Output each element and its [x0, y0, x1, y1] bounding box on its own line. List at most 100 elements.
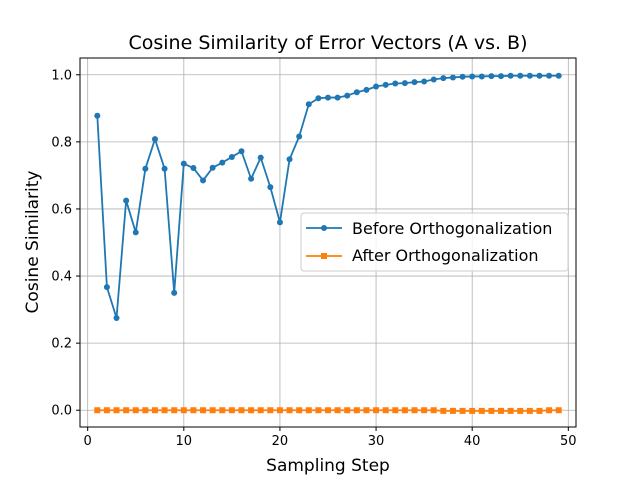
data-point — [315, 407, 322, 414]
data-point — [526, 407, 533, 414]
data-point — [430, 76, 437, 83]
data-point — [344, 407, 351, 414]
data-point — [94, 112, 101, 119]
data-point — [296, 133, 303, 140]
data-point — [488, 73, 495, 80]
data-point — [296, 407, 303, 414]
data-point — [526, 72, 533, 79]
data-point — [353, 89, 360, 96]
x-tick-label: 0 — [84, 434, 92, 449]
data-point — [161, 407, 168, 414]
data-point — [363, 86, 370, 93]
data-point — [555, 72, 562, 79]
data-point — [401, 407, 408, 414]
data-point — [286, 407, 293, 414]
data-point — [248, 175, 255, 182]
data-point — [248, 407, 255, 414]
x-tick-label: 10 — [176, 434, 193, 449]
series-0 — [94, 72, 562, 321]
data-point — [161, 165, 168, 172]
plot-frame — [79, 57, 577, 428]
data-point — [190, 165, 197, 172]
data-point — [103, 407, 110, 414]
data-point — [286, 156, 293, 163]
data-point — [334, 407, 341, 414]
data-point — [142, 407, 149, 414]
data-point — [430, 407, 437, 414]
data-point — [353, 407, 360, 414]
data-point — [257, 407, 264, 414]
series-layer — [94, 72, 562, 414]
data-point — [401, 80, 408, 87]
data-point — [498, 407, 505, 414]
data-point — [103, 284, 110, 291]
data-point — [171, 407, 178, 414]
y-tick-label: 1.0 — [51, 68, 72, 83]
data-point — [325, 94, 331, 101]
chart-title: Cosine Similarity of Error Vectors (A vs… — [128, 32, 527, 54]
y-tick-label: 0.6 — [51, 202, 72, 217]
data-point — [219, 159, 226, 166]
data-point — [478, 407, 485, 414]
data-point — [373, 407, 380, 414]
legend-label-before: Before Orthogonalization — [352, 219, 552, 238]
data-point — [507, 407, 514, 414]
data-point — [498, 73, 505, 80]
data-point — [440, 407, 447, 414]
data-point — [200, 177, 207, 184]
data-point — [373, 83, 380, 90]
data-point — [469, 407, 476, 414]
data-point — [219, 407, 226, 414]
data-point — [478, 73, 485, 80]
data-point — [546, 72, 553, 79]
data-point — [228, 407, 235, 414]
data-point — [209, 407, 216, 414]
data-point — [392, 80, 399, 87]
data-point — [180, 407, 187, 414]
data-point — [123, 407, 130, 414]
data-point — [325, 407, 331, 414]
data-point — [190, 407, 197, 414]
data-point — [421, 407, 428, 414]
data-point — [449, 407, 456, 414]
data-point — [257, 154, 264, 161]
data-point — [411, 407, 418, 414]
data-point — [363, 407, 370, 414]
y-tick-label: 0.4 — [51, 270, 72, 285]
data-point — [276, 219, 283, 226]
data-point — [507, 72, 514, 79]
data-point — [238, 407, 245, 414]
data-point — [421, 78, 428, 85]
x-tick-label: 30 — [368, 434, 385, 449]
data-point — [94, 407, 101, 414]
legend-marker-before — [321, 225, 327, 231]
legend-label-after: After Orthogonalization — [352, 246, 539, 265]
data-point — [440, 75, 447, 82]
x-axis-label: Sampling Step — [266, 456, 390, 476]
data-point — [469, 73, 476, 80]
series-1 — [94, 407, 562, 414]
data-point — [382, 81, 389, 88]
data-point — [382, 407, 389, 414]
data-point — [305, 101, 312, 108]
data-point — [228, 153, 235, 160]
data-point — [555, 407, 562, 414]
y-tick-label: 0.8 — [51, 135, 72, 150]
legend: Before Orthogonalization After Orthogona… — [300, 212, 569, 272]
y-tick-label: 0.0 — [51, 404, 72, 419]
data-point — [238, 148, 245, 155]
y-tick-label: 0.2 — [51, 337, 72, 352]
x-tick-label: 50 — [560, 434, 577, 449]
y-axis: 0.0 0.2 0.4 0.6 0.8 1.0 — [51, 68, 80, 419]
x-tick-label: 40 — [464, 434, 481, 449]
data-point — [344, 92, 351, 99]
data-point — [132, 229, 139, 236]
data-point — [305, 407, 312, 414]
data-point — [113, 314, 120, 321]
data-point — [459, 73, 466, 80]
x-tick-label: 20 — [272, 434, 289, 449]
data-point — [536, 72, 543, 79]
data-point — [546, 407, 553, 414]
data-point — [151, 407, 158, 414]
